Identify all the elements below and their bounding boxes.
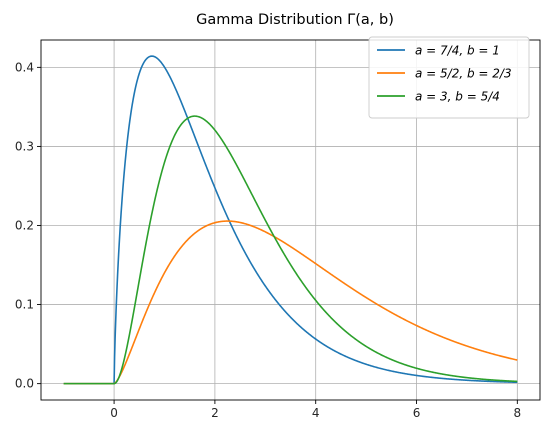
y-tick-label: 0.2 bbox=[15, 218, 34, 232]
y-tick-label: 0.4 bbox=[15, 60, 34, 74]
x-tick-label: 8 bbox=[513, 406, 521, 420]
series-line-3 bbox=[63, 115, 518, 385]
chart-title: Gamma Distribution Γ(a, b) bbox=[196, 12, 394, 28]
plot-frame bbox=[40, 39, 541, 401]
y-tick-label: 0.3 bbox=[15, 139, 34, 153]
y-axis: 0.0 0.1 0.2 0.3 0.4 bbox=[15, 60, 41, 391]
legend-label: a = 7/4, b = 1 bbox=[415, 44, 500, 58]
legend-label: a = 5/2, b = 2/3 bbox=[415, 67, 512, 81]
y-tick-label: 0.0 bbox=[15, 377, 34, 391]
x-axis: 0 2 4 6 8 bbox=[110, 400, 521, 420]
y-tick-label: 0.1 bbox=[15, 298, 34, 312]
legend-box bbox=[368, 36, 530, 119]
x-tick-label: 0 bbox=[110, 406, 118, 420]
x-tick-label: 4 bbox=[312, 406, 320, 420]
legend-label: a = 3, b = 5/4 bbox=[415, 90, 500, 104]
series-line-2 bbox=[63, 220, 518, 385]
x-tick-label: 6 bbox=[413, 406, 421, 420]
plot-lines bbox=[63, 55, 518, 385]
legend: a = 7/4, b = 1 a = 5/2, b = 2/3 a = 3, b =… bbox=[368, 36, 530, 119]
series-line-1 bbox=[63, 55, 518, 385]
x-tick-label: 2 bbox=[211, 406, 219, 420]
